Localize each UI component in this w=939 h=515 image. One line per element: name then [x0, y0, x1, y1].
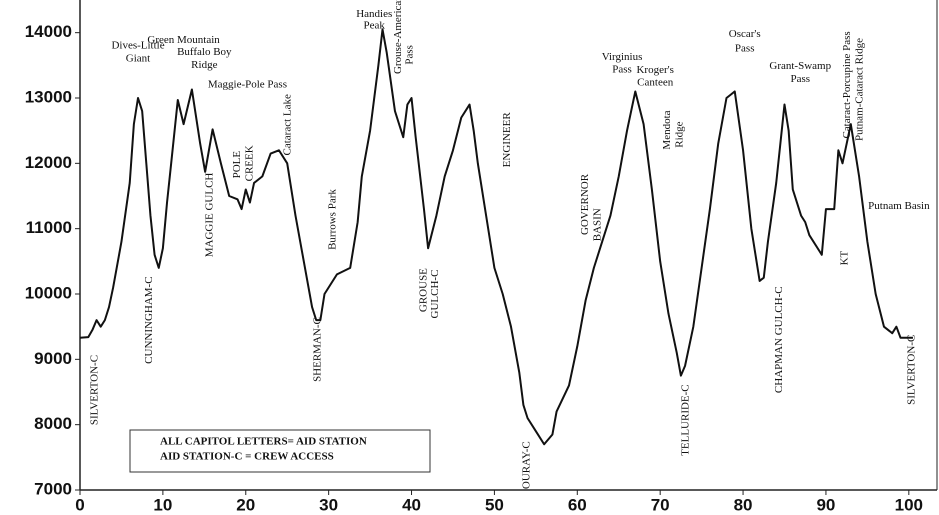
annotation: GOVERNOR	[579, 173, 591, 235]
annotation: Cataract Lake	[282, 94, 294, 155]
annotation: Pass	[612, 63, 632, 75]
annotation: Maggie-Pole Pass	[208, 78, 287, 90]
y-tick-label: 8000	[34, 414, 72, 433]
x-tick-label: 60	[568, 495, 587, 514]
y-tick-label: 14000	[25, 22, 72, 41]
annotation: Green Mountain	[147, 34, 220, 46]
x-tick-label: 0	[75, 495, 84, 514]
annotation: TELLURIDE-C	[679, 384, 691, 455]
x-tick-label: 10	[153, 495, 172, 514]
annotation: Kroger's	[636, 64, 673, 76]
annotation: Virginius	[602, 51, 643, 63]
annotation: Cataract-Porcupine Pass	[841, 31, 853, 138]
note-line: AID STATION-C = CREW ACCESS	[160, 451, 334, 463]
annotation: POLE	[231, 151, 243, 179]
annotation: Giant	[126, 52, 150, 64]
annotation: Putnam-Cataract Ridge	[853, 38, 865, 141]
y-tick-label: 9000	[34, 349, 72, 368]
y-tick-label: 10000	[25, 283, 72, 302]
annotation: Burrows Park	[326, 189, 338, 250]
annotation: SHERMAN-C	[311, 317, 323, 382]
y-tick-label: 11000	[26, 218, 72, 237]
annotation: Ridge	[674, 121, 686, 147]
annotation: SILVERTON-C	[906, 335, 918, 405]
annotation: MAGGIE GULCH	[204, 173, 216, 258]
x-tick-label: 50	[485, 495, 504, 514]
annotation: Buffalo Boy	[177, 46, 232, 58]
x-tick-label: 80	[734, 495, 753, 514]
annotation: GULCH-C	[429, 270, 441, 319]
annotation: ENGINEER	[501, 112, 513, 168]
annotation: CUNNINGHAM-C	[143, 276, 155, 363]
note-box	[129, 429, 431, 473]
x-tick-label: 70	[651, 495, 670, 514]
annotation: KT	[839, 250, 851, 265]
note-line: ALL CAPITOL LETTERS= AID STATION	[160, 436, 367, 448]
annotation: BASIN	[592, 208, 604, 241]
y-tick-label: 12000	[25, 153, 72, 172]
annotation: Canteen	[637, 77, 674, 89]
annotation: Grant-Swamp	[769, 60, 831, 72]
annotation: Mendota	[661, 110, 673, 149]
x-tick-label: 100	[895, 495, 923, 514]
x-tick-label: 90	[816, 495, 835, 514]
annotation: Ridge	[191, 59, 217, 71]
annotation: Pass	[790, 73, 810, 85]
annotation: Pass	[403, 45, 415, 65]
elevation-line	[79, 28, 913, 446]
annotation: Putnam Basin	[868, 200, 930, 212]
annotation: OURAY-C	[520, 441, 532, 489]
annotation: CHAPMAN GULCH-C	[773, 286, 785, 393]
annotation: CREEK	[243, 145, 255, 181]
annotation: Grouse-American	[392, 0, 404, 74]
y-tick-label: 7000	[34, 479, 72, 498]
annotation: SILVERTON-C	[88, 355, 100, 425]
annotation: Handies	[356, 8, 392, 20]
annotation: Oscar's	[729, 28, 761, 40]
y-tick-label: 13000	[25, 87, 72, 106]
annotation: Dives-Little	[111, 39, 164, 51]
annotation: GROUSE	[417, 268, 429, 312]
annotation: Peak	[364, 20, 386, 32]
x-tick-label: 40	[402, 495, 421, 514]
x-tick-label: 20	[236, 495, 255, 514]
annotation: Pass	[735, 43, 755, 55]
x-tick-label: 30	[319, 495, 338, 514]
